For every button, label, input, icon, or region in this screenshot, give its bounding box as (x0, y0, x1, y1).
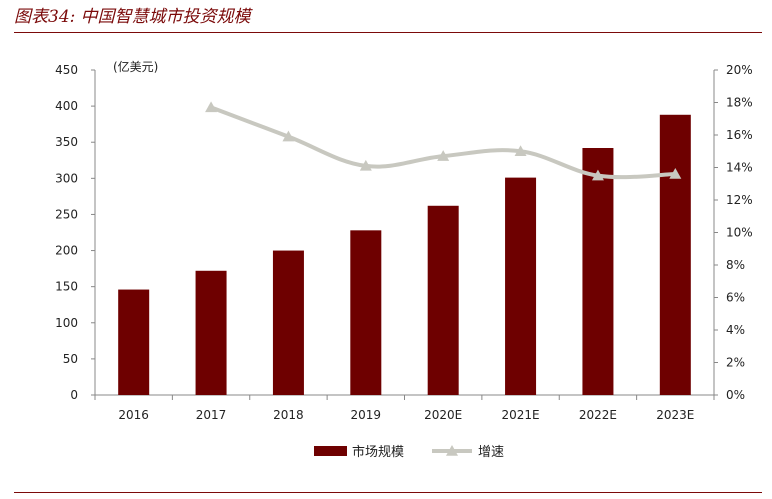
y-right-tick-label: 14% (726, 161, 753, 175)
figure-header: 图表34: 中国智慧城市投资规模 (14, 4, 250, 30)
growth-marker-2021E (514, 145, 527, 157)
y-left-tick-label: 350 (55, 135, 78, 149)
y-right-tick-label: 8% (726, 258, 745, 272)
growth-marker-2023E (669, 168, 682, 179)
x-tick-label: 2018 (273, 408, 304, 422)
y-right-tick-label: 12% (726, 193, 753, 207)
bar-2017 (195, 270, 227, 395)
figure-title: 中国智慧城市投资规模 (80, 7, 251, 27)
legend-bar-swatch (314, 446, 347, 456)
y-left-tick-label: 150 (55, 280, 78, 294)
y-left-tick-label: 0 (70, 388, 78, 402)
growth-marker-2020E (437, 150, 450, 161)
bar-2016 (118, 289, 150, 395)
legend-bar-label: 市场规模 (352, 444, 404, 460)
bar-2020E (427, 205, 459, 395)
x-tick-label: 2017 (196, 408, 227, 422)
x-tick-label: 2016 (118, 408, 149, 422)
y-right-tick-label: 0% (726, 388, 745, 402)
x-tick-label: 2020E (424, 408, 462, 422)
bar-2018 (272, 250, 304, 395)
y-left-tick-label: 200 (55, 244, 78, 258)
growth-marker-2018 (282, 130, 295, 142)
bar-2021E (505, 177, 537, 395)
y-right-tick-label: 2% (726, 356, 745, 370)
legend-line-marker (446, 445, 458, 456)
y-left-tick-label: 50 (63, 352, 78, 366)
bar-2019 (350, 230, 382, 395)
x-tick-label: 2021E (502, 408, 540, 422)
y-left-tick-label: 100 (55, 316, 78, 330)
x-tick-label: 2022E (579, 408, 617, 422)
y-left-tick-label: 250 (55, 207, 78, 221)
growth-marker-2019 (359, 159, 372, 171)
bar-2022E (582, 148, 614, 395)
y-left-tick-label: 300 (55, 171, 78, 185)
unit-label: (亿美元) (113, 59, 158, 74)
y-left-tick-label: 450 (55, 63, 78, 77)
figure-label: 图表34: (14, 7, 76, 27)
y-right-tick-label: 16% (726, 128, 753, 142)
x-tick-label: 2023E (656, 408, 694, 422)
bar-2023E (659, 114, 691, 396)
legend-line-label: 增速 (478, 445, 504, 460)
growth-marker-2022E (591, 169, 604, 181)
y-right-tick-label: 4% (726, 323, 745, 337)
y-right-tick-label: 18% (726, 96, 753, 110)
y-right-tick-label: 20% (726, 63, 753, 77)
y-left-tick-label: 400 (55, 99, 78, 113)
growth-marker-2017 (205, 101, 218, 113)
header-rule (14, 32, 762, 33)
footer-rule (14, 492, 762, 493)
x-tick-label: 2019 (351, 408, 382, 422)
y-right-tick-label: 10% (726, 226, 753, 240)
y-right-tick-label: 6% (726, 291, 745, 305)
